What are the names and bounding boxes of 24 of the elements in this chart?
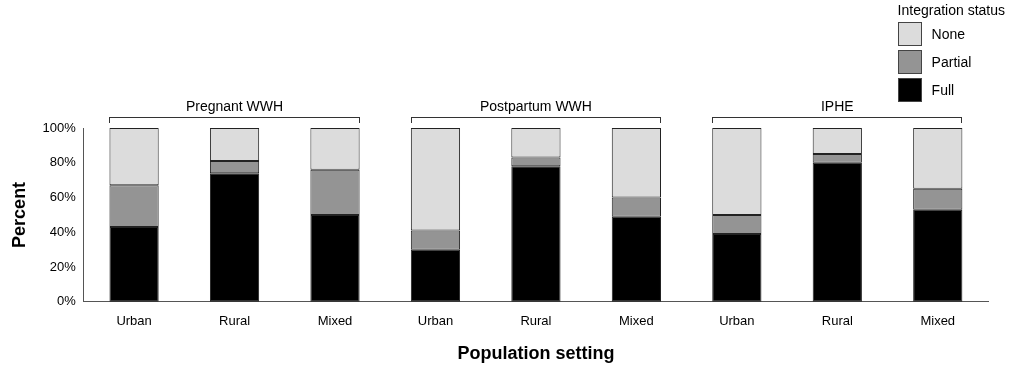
text: Pregnant WWH — [184, 98, 285, 114]
x-tick-label: Urban — [719, 313, 755, 329]
x-tick-label: Mixed — [920, 313, 956, 329]
x-axis-title: Population setting — [457, 343, 615, 364]
x-tick-label: Urban — [116, 313, 152, 329]
x-tick-label: Rural — [520, 313, 552, 329]
x-tick-label: Urban — [417, 313, 454, 329]
legend-label: Full — [931, 82, 955, 98]
x-tick-label: Mixed — [619, 313, 654, 329]
y-axis-title: Percent — [8, 181, 29, 248]
x-tick-label: Rural — [821, 313, 853, 329]
legend-label: Partial — [931, 54, 972, 70]
y-tick-label: 0% — [57, 293, 77, 309]
y-tick-label: 40% — [49, 223, 77, 239]
y-tick-label: 20% — [49, 258, 77, 274]
text: IPHE — [819, 98, 855, 114]
y-tick-label: 100% — [42, 119, 77, 135]
legend-label: None — [931, 26, 966, 42]
y-tick-label: 60% — [49, 189, 77, 205]
y-tick-label: 80% — [49, 154, 77, 170]
text: Postpartum WWH — [478, 98, 593, 114]
x-tick-label: Rural — [219, 313, 251, 329]
x-tick-label: Mixed — [317, 313, 353, 329]
legend-title: Integration status — [897, 2, 1005, 18]
